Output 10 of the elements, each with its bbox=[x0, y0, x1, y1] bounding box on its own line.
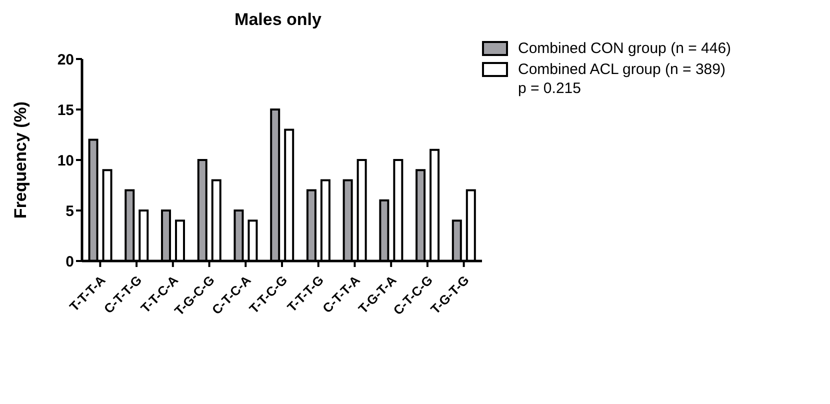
legend-label: Combined ACL group (n = 389) bbox=[518, 61, 726, 78]
y-tick-label: 20 bbox=[57, 51, 74, 68]
chart-title: Males only bbox=[234, 10, 322, 30]
y-axis-title: Frequency (%) bbox=[11, 101, 30, 219]
y-tick-label: 0 bbox=[66, 253, 74, 270]
legend-label: Combined CON group (n = 446) bbox=[518, 40, 732, 57]
y-tick-label: 15 bbox=[57, 102, 74, 119]
y-tick-label: 10 bbox=[57, 152, 74, 170]
text: p = 0.215 bbox=[518, 80, 582, 99]
y-tick-label: 5 bbox=[66, 202, 74, 220]
